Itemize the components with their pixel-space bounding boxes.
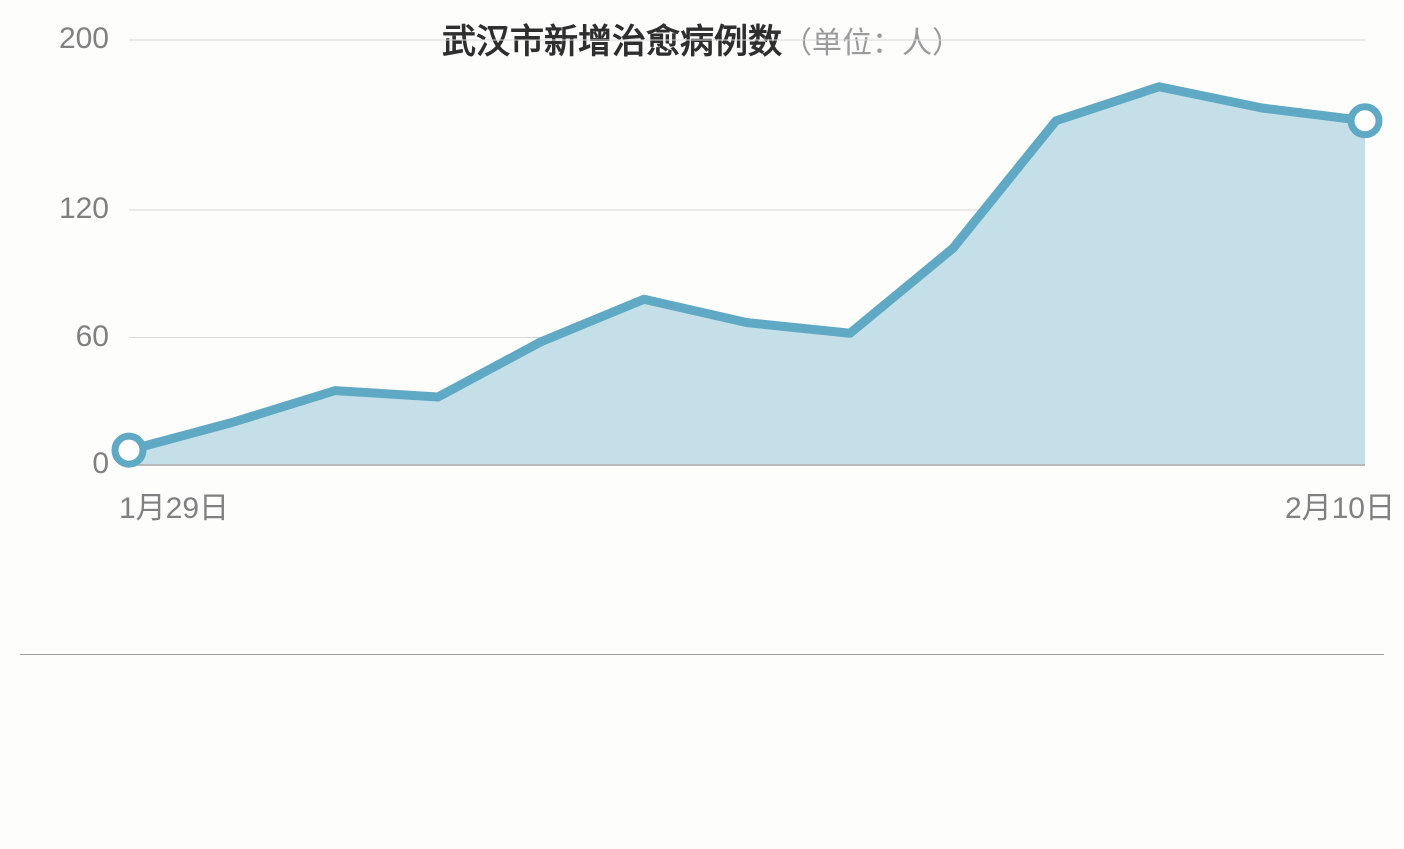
y-axis-tick-label: 0 [92,447,109,481]
x-axis-label-first: 1月29日 [119,483,229,527]
x-axis-label-last: 2月10日 [1285,483,1395,527]
area-chart [0,0,1404,849]
y-axis-tick-label: 60 [76,320,109,354]
y-axis-tick-label: 200 [59,22,109,56]
y-axis-tick-label: 120 [59,192,109,226]
footer-divider [20,654,1384,655]
